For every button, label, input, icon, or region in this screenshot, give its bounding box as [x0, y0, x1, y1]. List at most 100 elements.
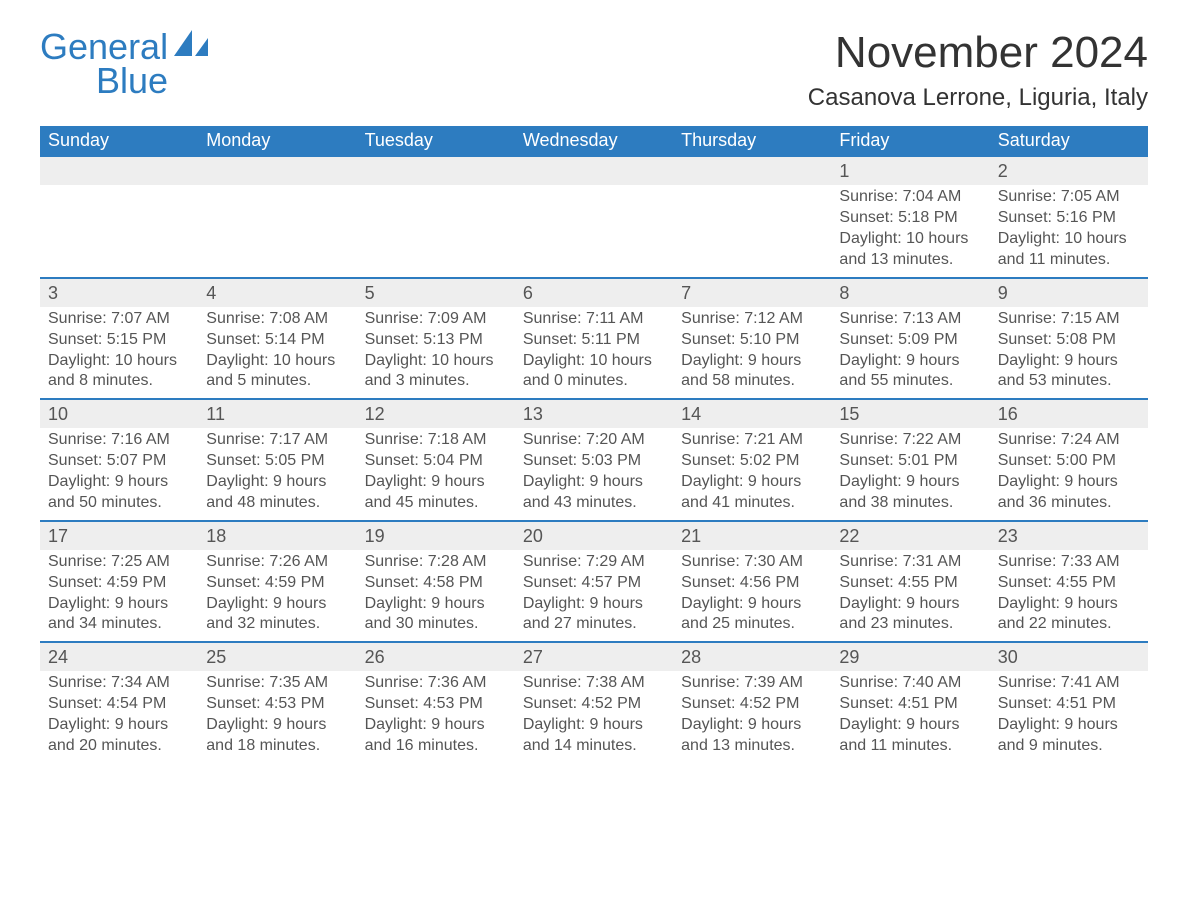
day-number: 2 [990, 157, 1148, 185]
daylight-line: Daylight: 9 hours and 45 minutes. [365, 472, 507, 514]
sunrise-line: Sunrise: 7:30 AM [681, 552, 823, 573]
sunrise-label: Sunrise: [681, 674, 744, 691]
logo-line2: Blue [40, 64, 168, 98]
sunrise-value: 7:34 AM [111, 674, 170, 691]
calendar-cell: 14Sunrise: 7:21 AMSunset: 5:02 PMDayligh… [673, 398, 831, 519]
day-body: Sunrise: 7:16 AMSunset: 5:07 PMDaylight:… [40, 428, 198, 519]
sunrise-line: Sunrise: 7:40 AM [839, 673, 981, 694]
sunset-label: Sunset: [839, 574, 898, 591]
sunset-value: 5:08 PM [1056, 331, 1116, 348]
sunset-value: 5:14 PM [265, 331, 325, 348]
location-subtitle: Casanova Lerrone, Liguria, Italy [808, 84, 1148, 112]
daylight-line: Daylight: 9 hours and 13 minutes. [681, 715, 823, 757]
sunset-line: Sunset: 5:10 PM [681, 330, 823, 351]
sunrise-line: Sunrise: 7:20 AM [523, 430, 665, 451]
day-body: Sunrise: 7:12 AMSunset: 5:10 PMDaylight:… [673, 307, 831, 398]
sunset-label: Sunset: [48, 452, 107, 469]
sunset-label: Sunset: [365, 695, 424, 712]
sunset-line: Sunset: 5:02 PM [681, 451, 823, 472]
day-number: 3 [40, 279, 198, 307]
daylight-label: Daylight: [681, 716, 748, 733]
calendar-cell-empty [673, 155, 831, 276]
sunrise-label: Sunrise: [839, 188, 902, 205]
sunrise-line: Sunrise: 7:26 AM [206, 552, 348, 573]
sunrise-label: Sunrise: [839, 431, 902, 448]
daylight-label: Daylight: [681, 595, 748, 612]
daylight-label: Daylight: [998, 352, 1065, 369]
sunset-label: Sunset: [839, 695, 898, 712]
sunrise-line: Sunrise: 7:04 AM [839, 187, 981, 208]
sunset-line: Sunset: 4:51 PM [839, 694, 981, 715]
daylight-label: Daylight: [365, 352, 432, 369]
daylight-label: Daylight: [839, 352, 906, 369]
logo-sail-icon [174, 30, 208, 60]
daylight-label: Daylight: [48, 352, 115, 369]
sunset-line: Sunset: 5:16 PM [998, 208, 1140, 229]
daylight-line: Daylight: 9 hours and 11 minutes. [839, 715, 981, 757]
weekday-header: Thursday [673, 126, 831, 155]
page-header: General Blue November 2024 Casanova Lerr… [40, 30, 1148, 112]
sunrise-value: 7:35 AM [269, 674, 328, 691]
sunset-line: Sunset: 4:53 PM [206, 694, 348, 715]
day-body: Sunrise: 7:25 AMSunset: 4:59 PMDaylight:… [40, 550, 198, 641]
sunset-line: Sunset: 4:59 PM [206, 573, 348, 594]
sunset-value: 5:09 PM [898, 331, 958, 348]
day-number: 15 [831, 400, 989, 428]
day-body: Sunrise: 7:41 AMSunset: 4:51 PMDaylight:… [990, 671, 1148, 762]
sunset-value: 4:58 PM [423, 574, 483, 591]
daylight-label: Daylight: [365, 473, 432, 490]
day-number: 9 [990, 279, 1148, 307]
day-number: 7 [673, 279, 831, 307]
sunrise-value: 7:31 AM [903, 553, 962, 570]
day-number: 13 [515, 400, 673, 428]
day-body: Sunrise: 7:22 AMSunset: 5:01 PMDaylight:… [831, 428, 989, 519]
day-body: Sunrise: 7:28 AMSunset: 4:58 PMDaylight:… [357, 550, 515, 641]
day-body: Sunrise: 7:26 AMSunset: 4:59 PMDaylight:… [198, 550, 356, 641]
day-number: 5 [357, 279, 515, 307]
sunrise-value: 7:12 AM [744, 310, 803, 327]
sunset-value: 5:13 PM [423, 331, 483, 348]
calendar-cell: 13Sunrise: 7:20 AMSunset: 5:03 PMDayligh… [515, 398, 673, 519]
calendar-cell: 3Sunrise: 7:07 AMSunset: 5:15 PMDaylight… [40, 277, 198, 398]
day-number: 6 [515, 279, 673, 307]
sunrise-label: Sunrise: [998, 310, 1061, 327]
sunset-line: Sunset: 4:51 PM [998, 694, 1140, 715]
calendar-cell-empty [515, 155, 673, 276]
sunset-label: Sunset: [206, 574, 265, 591]
daylight-label: Daylight: [48, 716, 115, 733]
sunrise-value: 7:26 AM [269, 553, 328, 570]
sunset-label: Sunset: [839, 209, 898, 226]
day-body: Sunrise: 7:38 AMSunset: 4:52 PMDaylight:… [515, 671, 673, 762]
day-number: 17 [40, 522, 198, 550]
sunrise-value: 7:07 AM [111, 310, 170, 327]
daylight-line: Daylight: 10 hours and 5 minutes. [206, 351, 348, 393]
sunrise-value: 7:30 AM [744, 553, 803, 570]
sunset-value: 4:52 PM [740, 695, 800, 712]
sunset-label: Sunset: [681, 452, 740, 469]
sunrise-line: Sunrise: 7:07 AM [48, 309, 190, 330]
day-number: 22 [831, 522, 989, 550]
daylight-line: Daylight: 9 hours and 20 minutes. [48, 715, 190, 757]
daylight-label: Daylight: [839, 230, 906, 247]
day-number [357, 157, 515, 185]
sunset-label: Sunset: [48, 331, 107, 348]
sunset-label: Sunset: [523, 695, 582, 712]
daylight-line: Daylight: 9 hours and 34 minutes. [48, 594, 190, 636]
sunset-value: 5:03 PM [582, 452, 642, 469]
daylight-line: Daylight: 10 hours and 11 minutes. [998, 229, 1140, 271]
daylight-line: Daylight: 9 hours and 32 minutes. [206, 594, 348, 636]
daylight-label: Daylight: [523, 716, 590, 733]
daylight-label: Daylight: [48, 595, 115, 612]
day-body: Sunrise: 7:11 AMSunset: 5:11 PMDaylight:… [515, 307, 673, 398]
daylight-label: Daylight: [48, 473, 115, 490]
daylight-label: Daylight: [206, 352, 273, 369]
daylight-line: Daylight: 9 hours and 55 minutes. [839, 351, 981, 393]
daylight-label: Daylight: [998, 230, 1065, 247]
sunrise-value: 7:18 AM [428, 431, 487, 448]
sunrise-line: Sunrise: 7:36 AM [365, 673, 507, 694]
day-number: 26 [357, 643, 515, 671]
calendar-cell: 25Sunrise: 7:35 AMSunset: 4:53 PMDayligh… [198, 641, 356, 762]
sunset-value: 4:57 PM [582, 574, 642, 591]
sunset-line: Sunset: 4:56 PM [681, 573, 823, 594]
day-number: 29 [831, 643, 989, 671]
